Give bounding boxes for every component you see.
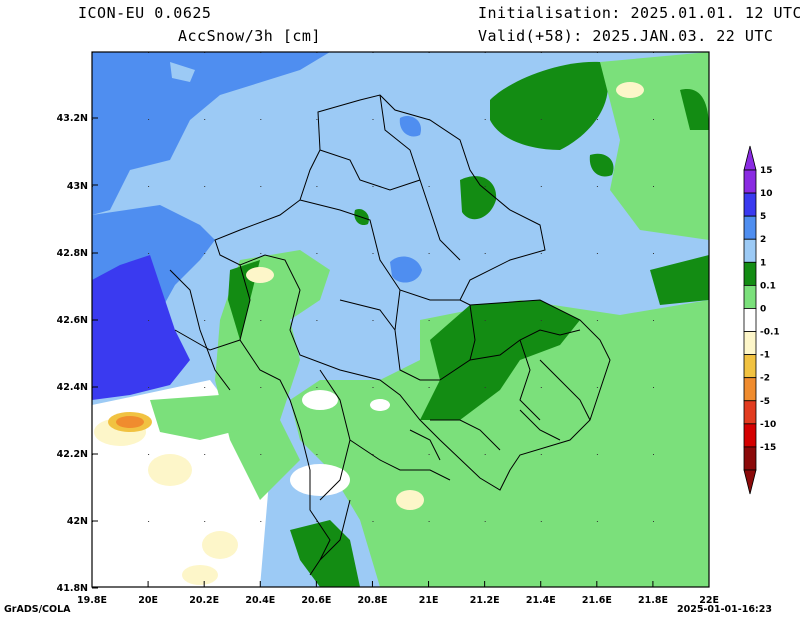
lon-tick-label: 21.8E [638,595,668,606]
lon-tick-label: 21E [419,595,439,606]
border-lines [169,94,611,576]
colorbar-label: -0.1 [760,328,780,338]
colorbar-label: -10 [760,420,776,430]
colorbar-swatch [743,169,757,194]
lon-tick-label: 20E [138,595,158,606]
tick-marks [91,117,710,589]
colorbar-swatch [743,284,757,309]
colorbar-swatch [743,400,757,425]
lat-tick-label: 43N [67,181,88,192]
colorbar-swatch [743,377,757,402]
lat-tick-label: 41.8N [57,583,88,594]
footer-credit: GrADS/COLA [4,604,71,615]
colorbar-bottom-arrow [743,469,757,495]
colorbar-swatch [743,331,757,356]
colorbar-label: -2 [760,374,770,384]
footer-timestamp: 2025-01-01-16:23 [677,604,772,615]
lon-tick-label: 22E [699,595,719,606]
lon-tick-label: 20.2E [189,595,219,606]
colorbar-label: 15 [760,166,773,176]
colorbar-swatch [743,308,757,332]
lat-tick-label: 43.2N [57,113,88,124]
colorbar [743,145,757,495]
lon-tick-label: 20.6E [301,595,331,606]
colorbar-top-arrow [743,145,757,171]
model-title: ICON-EU 0.0625 [78,4,212,22]
colorbar-swatch [743,215,757,240]
colorbar-label: -1 [760,351,770,361]
lat-tick-label: 42.2N [57,449,88,460]
colorbar-swatch [743,238,757,263]
colorbar-label: 2 [760,235,766,245]
latitude-labels: 43.2N 43N 42.8N 42.6N 42.4N 42.2N 42N 41… [57,113,88,594]
lon-tick-label: 21.2E [470,595,500,606]
colorbar-label: 5 [760,212,766,222]
colorbar-labels: 15 10 5 2 1 0.1 0 -0.1 -1 -2 -5 -10 -15 [760,166,780,453]
lat-tick-label: 42N [67,516,88,527]
colorbar-swatch [743,192,757,217]
lon-tick-label: 21.6E [582,595,612,606]
colorbar-label: -15 [760,443,776,453]
lon-tick-label: 21.4E [526,595,556,606]
valid-time: Valid(+58): 2025.JAN.03. 22 UTC [478,27,774,45]
colorbar-label: 1 [760,258,766,268]
lon-tick-label: 20.8E [358,595,388,606]
lat-tick-label: 42.6N [57,315,88,326]
variable-title: AccSnow/3h [cm] [178,27,321,45]
colorbar-label: 0.1 [760,281,776,291]
lat-tick-label: 42.8N [57,248,88,259]
colorbar-swatch [743,261,757,286]
initialisation-time: Initialisation: 2025.01.01. 12 UTC [478,4,800,22]
longitude-labels: 19.8E 20E 20.2E 20.4E 20.6E 20.8E 21E 21… [77,595,719,606]
colorbar-label: 0 [760,304,766,314]
lat-tick-label: 42.4N [57,382,88,393]
colorbar-label: -5 [760,397,770,407]
lon-tick-label: 20.4E [245,595,275,606]
lon-tick-label: 19.8E [77,595,107,606]
colorbar-label: 10 [760,189,773,199]
colorbar-swatch [743,446,757,471]
colorbar-swatch [743,423,757,448]
precipitation-field [92,52,709,587]
colorbar-swatch [743,354,757,379]
